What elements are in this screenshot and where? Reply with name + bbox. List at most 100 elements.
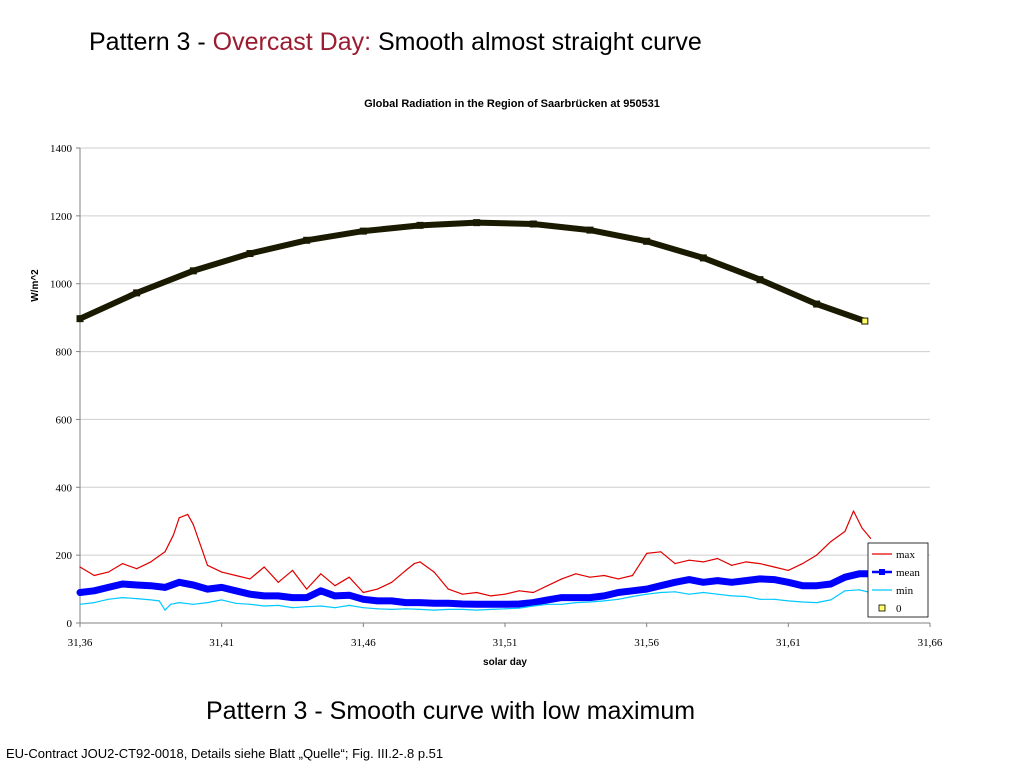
chart-title: Global Radiation in the Region of Saarbr… (364, 98, 660, 110)
data-point (433, 571, 435, 573)
data-point (561, 578, 563, 580)
x-tick-label: 31,51 (493, 637, 518, 649)
data-point (263, 566, 265, 568)
legend-label: max (896, 549, 915, 561)
data-point (757, 576, 763, 582)
x-tick-label: 31,46 (351, 637, 376, 649)
data-point (869, 537, 872, 539)
data-point (359, 227, 367, 235)
data-point (787, 600, 789, 602)
data-point (332, 593, 338, 599)
data-point (631, 595, 634, 598)
data-point (630, 588, 635, 594)
data-point (306, 588, 308, 590)
data-point (545, 597, 550, 603)
data-point (532, 605, 534, 607)
data-point (320, 573, 322, 575)
data-point (334, 607, 336, 609)
x-tick-label: 31,36 (68, 637, 93, 649)
data-point (858, 589, 860, 591)
data-point (731, 564, 733, 566)
data-point (715, 578, 720, 584)
legend-item-max: max (872, 549, 915, 561)
legend-item-zero: 0 (878, 603, 902, 615)
data-point (334, 585, 336, 587)
data-point (461, 608, 464, 611)
data-point (133, 289, 141, 297)
data-point (546, 585, 549, 587)
data-point (348, 604, 350, 606)
data-point (192, 524, 194, 526)
legend-label: min (896, 585, 914, 597)
data-point (631, 574, 634, 577)
x-axis-label: solar day (483, 657, 527, 668)
data-point (162, 584, 168, 590)
series-max (79, 510, 872, 597)
data-point (391, 581, 393, 583)
data-point (700, 579, 706, 585)
x-tick-label: 31,56 (634, 637, 659, 649)
data-point (532, 591, 534, 594)
data-point (615, 589, 621, 595)
data-point (589, 601, 591, 603)
data-point (756, 276, 764, 284)
data-point (644, 586, 650, 592)
data-point (91, 588, 97, 594)
data-point (290, 595, 295, 601)
data-point (277, 581, 279, 583)
data-point (376, 588, 379, 590)
data-point (150, 561, 152, 563)
data-point (221, 599, 223, 601)
data-point (433, 609, 435, 611)
data-point (842, 574, 848, 580)
data-point (419, 561, 421, 563)
data-point (490, 608, 492, 611)
data-point (134, 582, 140, 588)
data-point (235, 574, 237, 577)
data-point (529, 220, 537, 228)
data-point (121, 596, 124, 599)
data-point (490, 595, 492, 597)
data-point (164, 609, 166, 611)
data-point (702, 561, 704, 563)
data-point (575, 573, 577, 575)
data-point (660, 591, 662, 594)
series-line-mean (76, 570, 874, 608)
data-point (716, 557, 719, 560)
data-point (172, 534, 175, 536)
data-point (672, 579, 678, 585)
data-point (233, 588, 239, 594)
data-point (643, 237, 651, 245)
data-point (852, 510, 855, 512)
data-point (716, 593, 719, 595)
data-point (413, 563, 415, 565)
legend: max mean min 0 (867, 542, 929, 618)
legend-swatch-marker (879, 569, 885, 575)
y-tick-label: 800 (56, 347, 73, 359)
data-point (745, 561, 747, 563)
y-tick-label: 0 (67, 618, 73, 630)
data-point (93, 574, 95, 577)
data-point (178, 517, 180, 519)
data-point (360, 596, 366, 602)
data-point (362, 607, 364, 609)
data-point (646, 593, 648, 595)
data-point (603, 574, 605, 577)
data-point (473, 219, 481, 227)
data-point (530, 600, 536, 606)
series-min (79, 589, 872, 611)
data-point (731, 595, 733, 597)
data-point (861, 527, 863, 529)
data-point (816, 554, 818, 556)
data-point (559, 595, 565, 601)
data-point (660, 551, 662, 553)
data-point (589, 576, 591, 578)
data-point (502, 601, 508, 607)
data-point (561, 603, 563, 605)
y-tick-label: 200 (56, 550, 73, 562)
data-point (830, 540, 832, 543)
data-point (587, 595, 593, 601)
legend-swatch (878, 604, 886, 612)
data-point (405, 569, 407, 572)
